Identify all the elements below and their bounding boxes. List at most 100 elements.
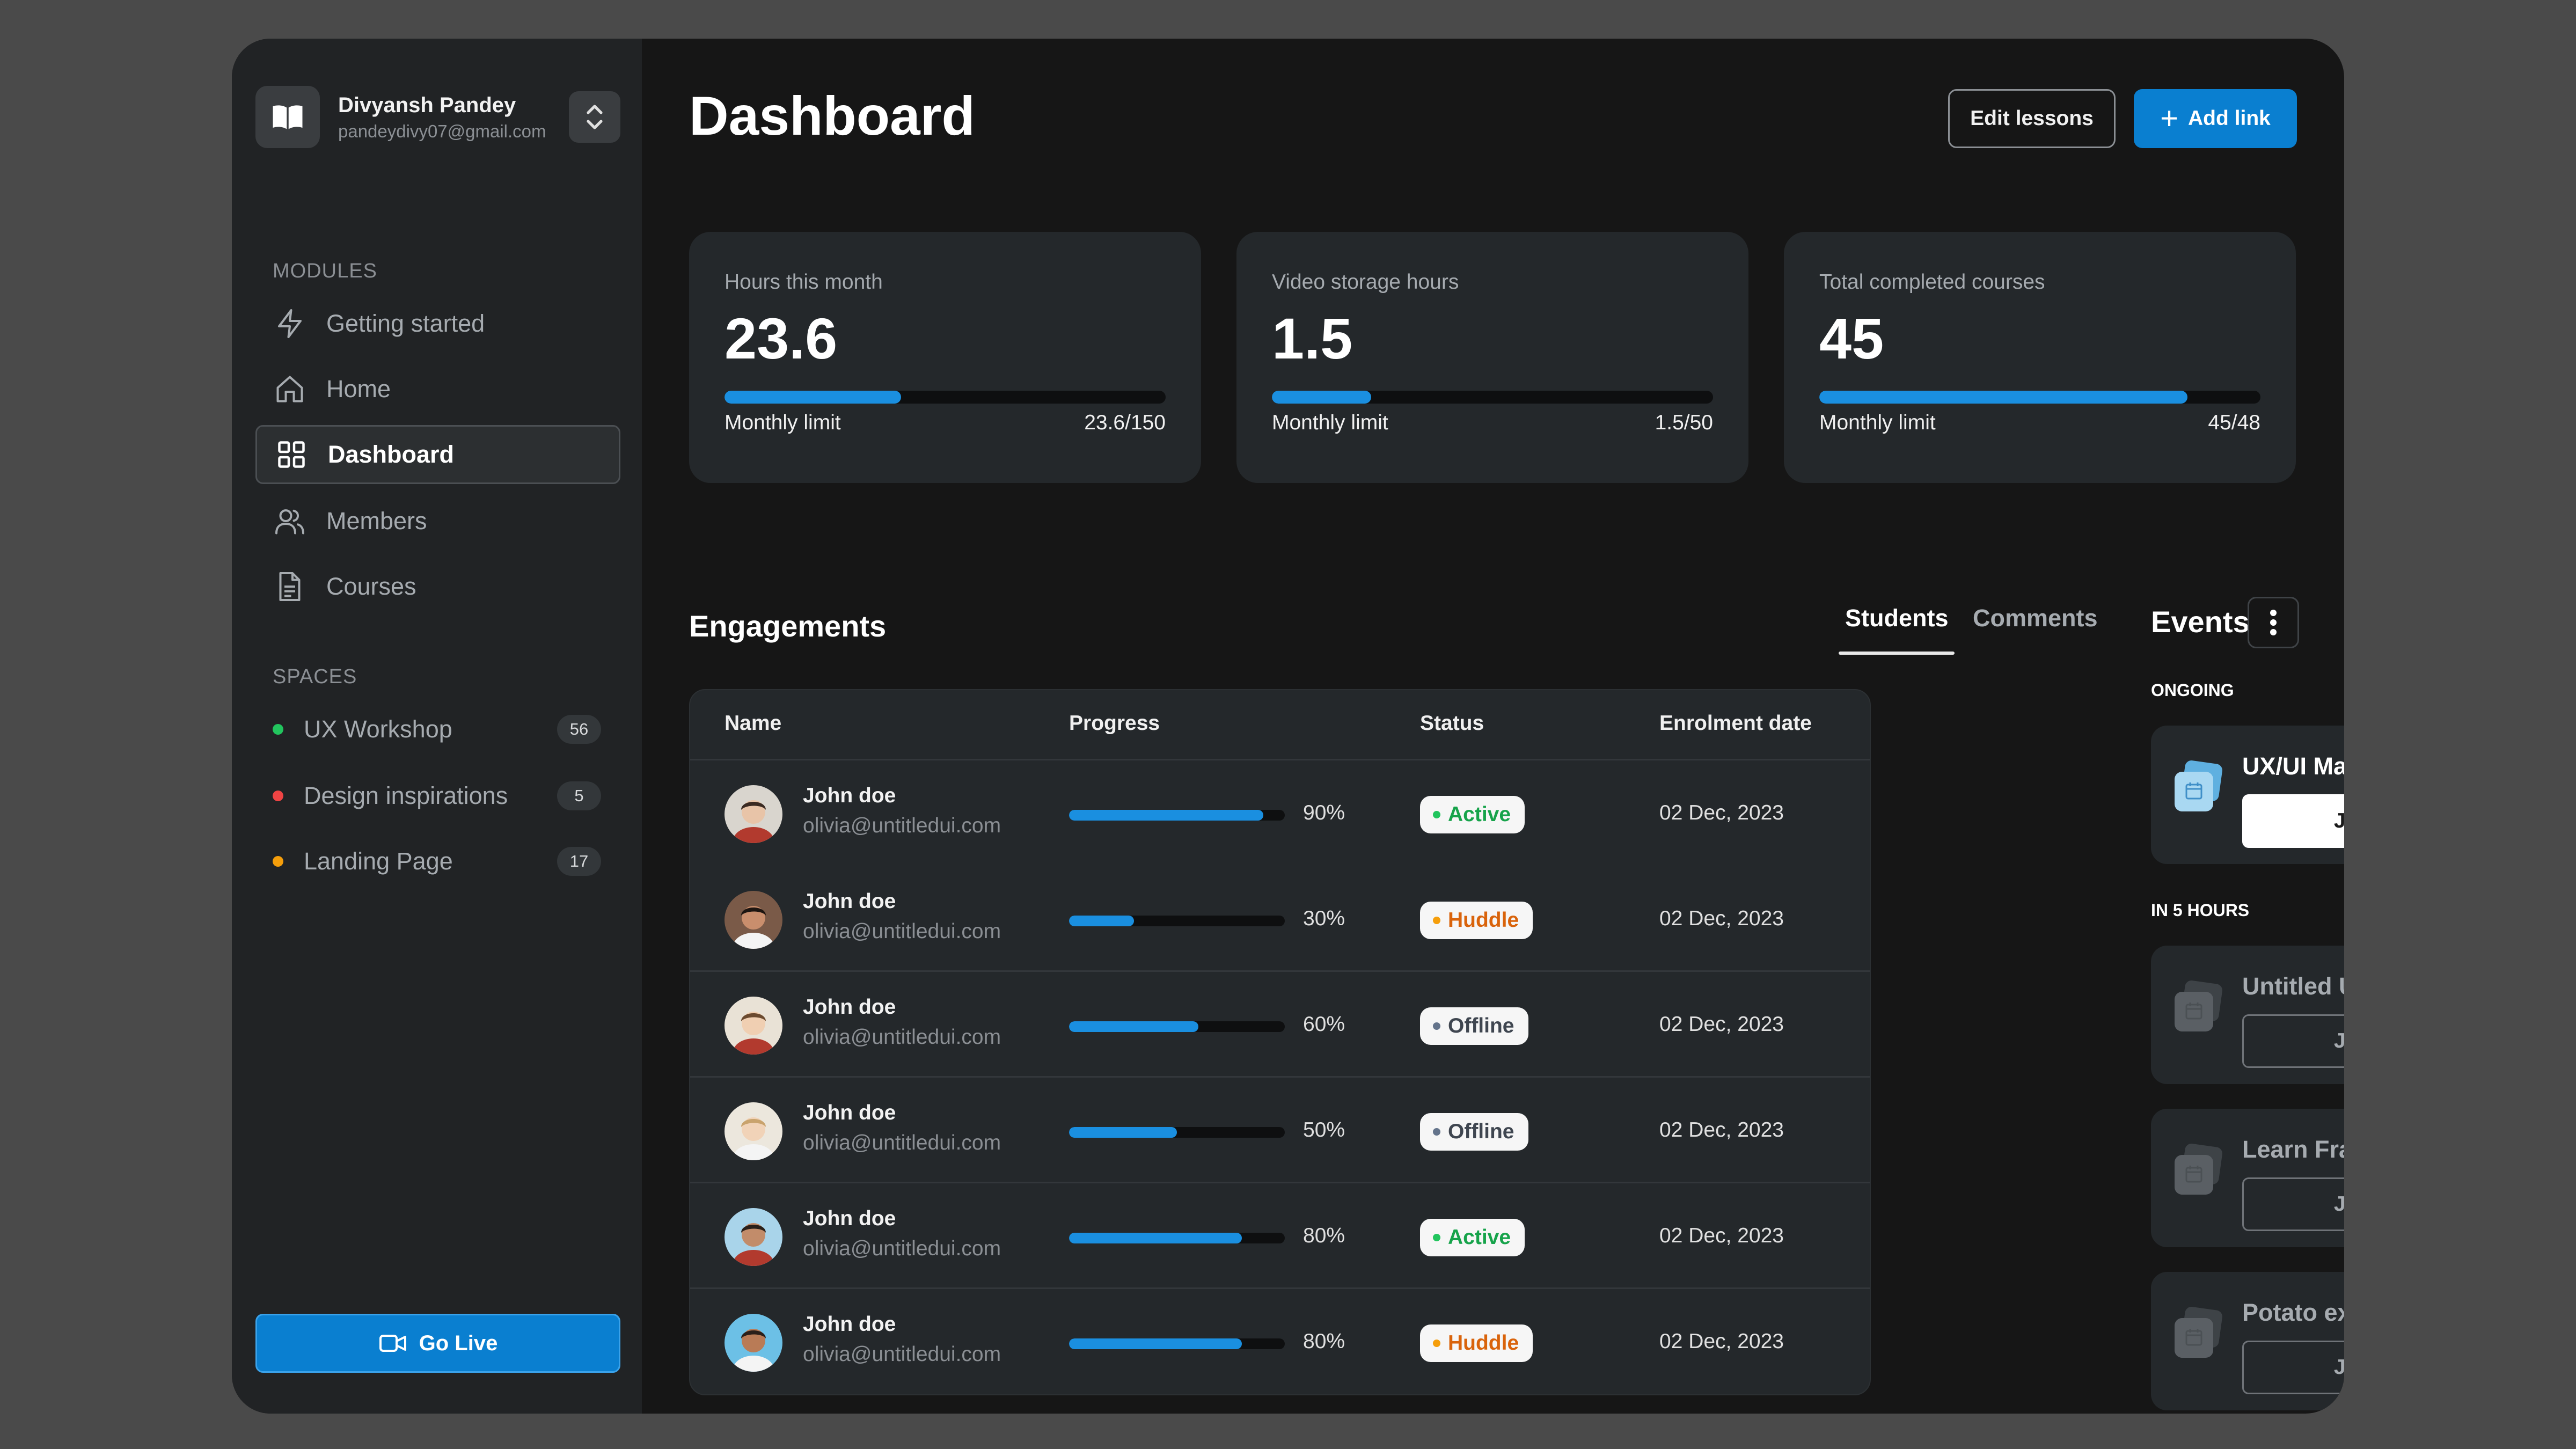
stat-limit-label: Monthly limit (724, 411, 841, 434)
join-label: Join (2333, 1029, 2344, 1052)
row-email: olivia@untitledui.com (803, 1131, 1001, 1154)
engagements-table: Name Progress Status Enrolment date John… (689, 689, 1871, 1395)
status-badge: Offline (1420, 1007, 1528, 1045)
row-progress-bar (1069, 1233, 1285, 1243)
events-later-heading: IN 5 HOURS (2151, 901, 2250, 920)
account-switcher-button[interactable] (569, 91, 620, 143)
join-label: Join (2333, 809, 2344, 832)
row-name: John doe (803, 1207, 896, 1230)
profile-name: Divyansh Pandey (338, 93, 516, 117)
sidebar-item-label: Courses (326, 573, 416, 600)
stat-progress-bar (724, 391, 1166, 404)
stat-card-completed-courses: Total completed courses 45 Monthly limit… (1784, 232, 2296, 483)
column-header-name[interactable]: Name (724, 712, 782, 735)
status-dot (1433, 1128, 1440, 1136)
space-item-label: UX Workshop (304, 715, 452, 743)
status-dot (1433, 1234, 1440, 1241)
sidebar-item-getting-started[interactable]: Getting started (255, 294, 620, 353)
sidebar-item-dashboard[interactable]: Dashboard (255, 425, 620, 484)
status-dot (273, 724, 283, 735)
document-icon (273, 569, 307, 604)
events-more-button[interactable] (2248, 597, 2299, 648)
join-button[interactable]: Join (2242, 1341, 2344, 1394)
table-row[interactable]: John doe olivia@untitledui.com 80% Huddle 02… (690, 1287, 1870, 1393)
status-label: Active (1448, 803, 1511, 826)
status-dot (273, 856, 283, 867)
tab-comments[interactable]: Comments (1973, 604, 2098, 632)
add-link-button[interactable]: + Add link (2134, 89, 2297, 148)
book-icon (255, 86, 320, 148)
join-label: Join (2333, 1192, 2344, 1216)
calendar-icon (2175, 980, 2222, 1031)
app-window: Divyansh Pandey pandeydivy07@gmail.com M… (232, 39, 2344, 1414)
stat-label: Video storage hours (1272, 270, 1459, 294)
count-badge: 17 (557, 847, 601, 876)
avatar (724, 1102, 782, 1160)
stat-label: Hours this month (724, 270, 883, 294)
column-header-status[interactable]: Status (1420, 712, 1484, 735)
event-card: Untitled UI - Story Join (2151, 946, 2344, 1084)
tab-students[interactable]: Students (1845, 604, 1949, 632)
column-header-progress[interactable]: Progress (1069, 712, 1160, 735)
status-label: Offline (1448, 1014, 1514, 1037)
more-vertical-icon (2270, 610, 2277, 635)
sidebar-item-members[interactable]: Members (255, 492, 620, 551)
calendar-icon (2175, 1144, 2222, 1195)
status-label: Offline (1448, 1120, 1514, 1143)
space-item-ux-workshop[interactable]: UX Workshop 56 (273, 705, 601, 753)
stat-limit-label: Monthly limit (1272, 411, 1388, 434)
space-item-design-inspirations[interactable]: Design inspirations 5 (273, 772, 601, 820)
plus-icon: + (2160, 101, 2179, 136)
stat-label: Total completed courses (1819, 270, 2045, 294)
row-progress-value: 50% (1303, 1118, 1345, 1141)
row-email: olivia@untitledui.com (803, 1343, 1001, 1366)
avatar (724, 891, 782, 949)
home-icon (273, 372, 307, 406)
row-name: John doe (803, 1313, 896, 1336)
space-item-landing-page[interactable]: Landing Page 17 (273, 837, 601, 885)
status-label: Huddle (1448, 909, 1519, 932)
stat-progress-bar (1819, 391, 2260, 404)
engagements-title: Engagements (689, 609, 887, 643)
table-row[interactable]: John doe olivia@untitledui.com 50% Offline 0… (690, 1076, 1870, 1182)
status-dot (1433, 1340, 1440, 1347)
row-enrolment-date: 02 Dec, 2023 (1659, 907, 1784, 930)
calendar-icon (2175, 760, 2222, 811)
column-header-enrolment-date[interactable]: Enrolment date (1659, 712, 1812, 735)
go-live-button[interactable]: Go Live (255, 1314, 620, 1373)
row-progress-value: 90% (1303, 801, 1345, 824)
row-name: John doe (803, 784, 896, 807)
table-row[interactable]: John doe olivia@untitledui.com 90% Active 02… (690, 759, 1870, 865)
table-row[interactable]: John doe olivia@untitledui.com 30% Huddle 02… (690, 865, 1870, 970)
table-row[interactable]: John doe olivia@untitledui.com 60% Offline 0… (690, 970, 1870, 1076)
event-card: UX/UI Masterclass Join (2151, 726, 2344, 864)
page-title: Dashboard (689, 85, 975, 147)
join-button[interactable]: Join (2242, 1014, 2344, 1068)
row-progress-bar (1069, 1021, 1285, 1032)
row-progress-bar (1069, 1127, 1285, 1138)
modules-heading: MODULES (273, 260, 377, 282)
edit-lessons-button[interactable]: Edit lessons (1948, 89, 2116, 148)
profile-card[interactable]: Divyansh Pandey pandeydivy07@gmail.com (255, 86, 620, 148)
join-button[interactable]: Join (2242, 1177, 2344, 1231)
row-progress-bar (1069, 916, 1285, 926)
status-dot (273, 791, 283, 801)
join-button[interactable]: Join (2242, 794, 2344, 848)
status-badge: Huddle (1420, 1324, 1533, 1362)
row-email: olivia@untitledui.com (803, 920, 1001, 943)
stat-value: 23.6 (724, 306, 838, 371)
sidebar-item-courses[interactable]: Courses (255, 557, 620, 616)
sidebar-item-home[interactable]: Home (255, 360, 620, 419)
avatar (724, 1208, 782, 1266)
table-row[interactable]: John doe olivia@untitledui.com 80% Active 02… (690, 1182, 1870, 1287)
event-card: Learn Framer Join (2151, 1109, 2344, 1247)
active-tab-indicator (1839, 652, 1955, 655)
row-progress-value: 80% (1303, 1224, 1345, 1247)
stat-progress-bar (1272, 391, 1713, 404)
count-badge: 56 (557, 715, 601, 744)
sidebar-item-label: Getting started (326, 310, 485, 337)
spaces-heading: SPACES (273, 665, 357, 688)
row-progress-value: 60% (1303, 1013, 1345, 1036)
avatar (724, 785, 782, 843)
sidebar: Divyansh Pandey pandeydivy07@gmail.com M… (232, 39, 642, 1414)
